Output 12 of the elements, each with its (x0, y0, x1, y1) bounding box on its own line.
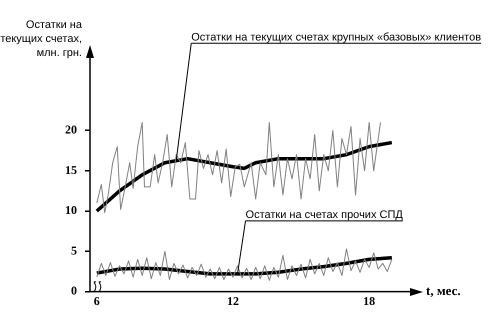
x-tick-label: 6 (94, 294, 100, 308)
x-axis-title: t, мес. (426, 283, 461, 299)
y-tick-label: 0 (71, 284, 77, 298)
y-tick-label: 5 (71, 243, 77, 258)
annotation: Остатки на текущих счетах крупных «базовых» клиентов (191, 31, 482, 44)
y-tick-label: 10 (65, 203, 77, 218)
annotation: Остатки на счетах прочих СПД (246, 208, 404, 221)
y-axis-title: Остатки на текущих счетах, млн. грн. (0, 18, 82, 60)
y-tick-label: 20 (65, 122, 77, 137)
x-tick-label: 12 (226, 294, 239, 308)
y-tick-label: 15 (65, 162, 77, 177)
x-tick-label: 18 (363, 294, 376, 308)
